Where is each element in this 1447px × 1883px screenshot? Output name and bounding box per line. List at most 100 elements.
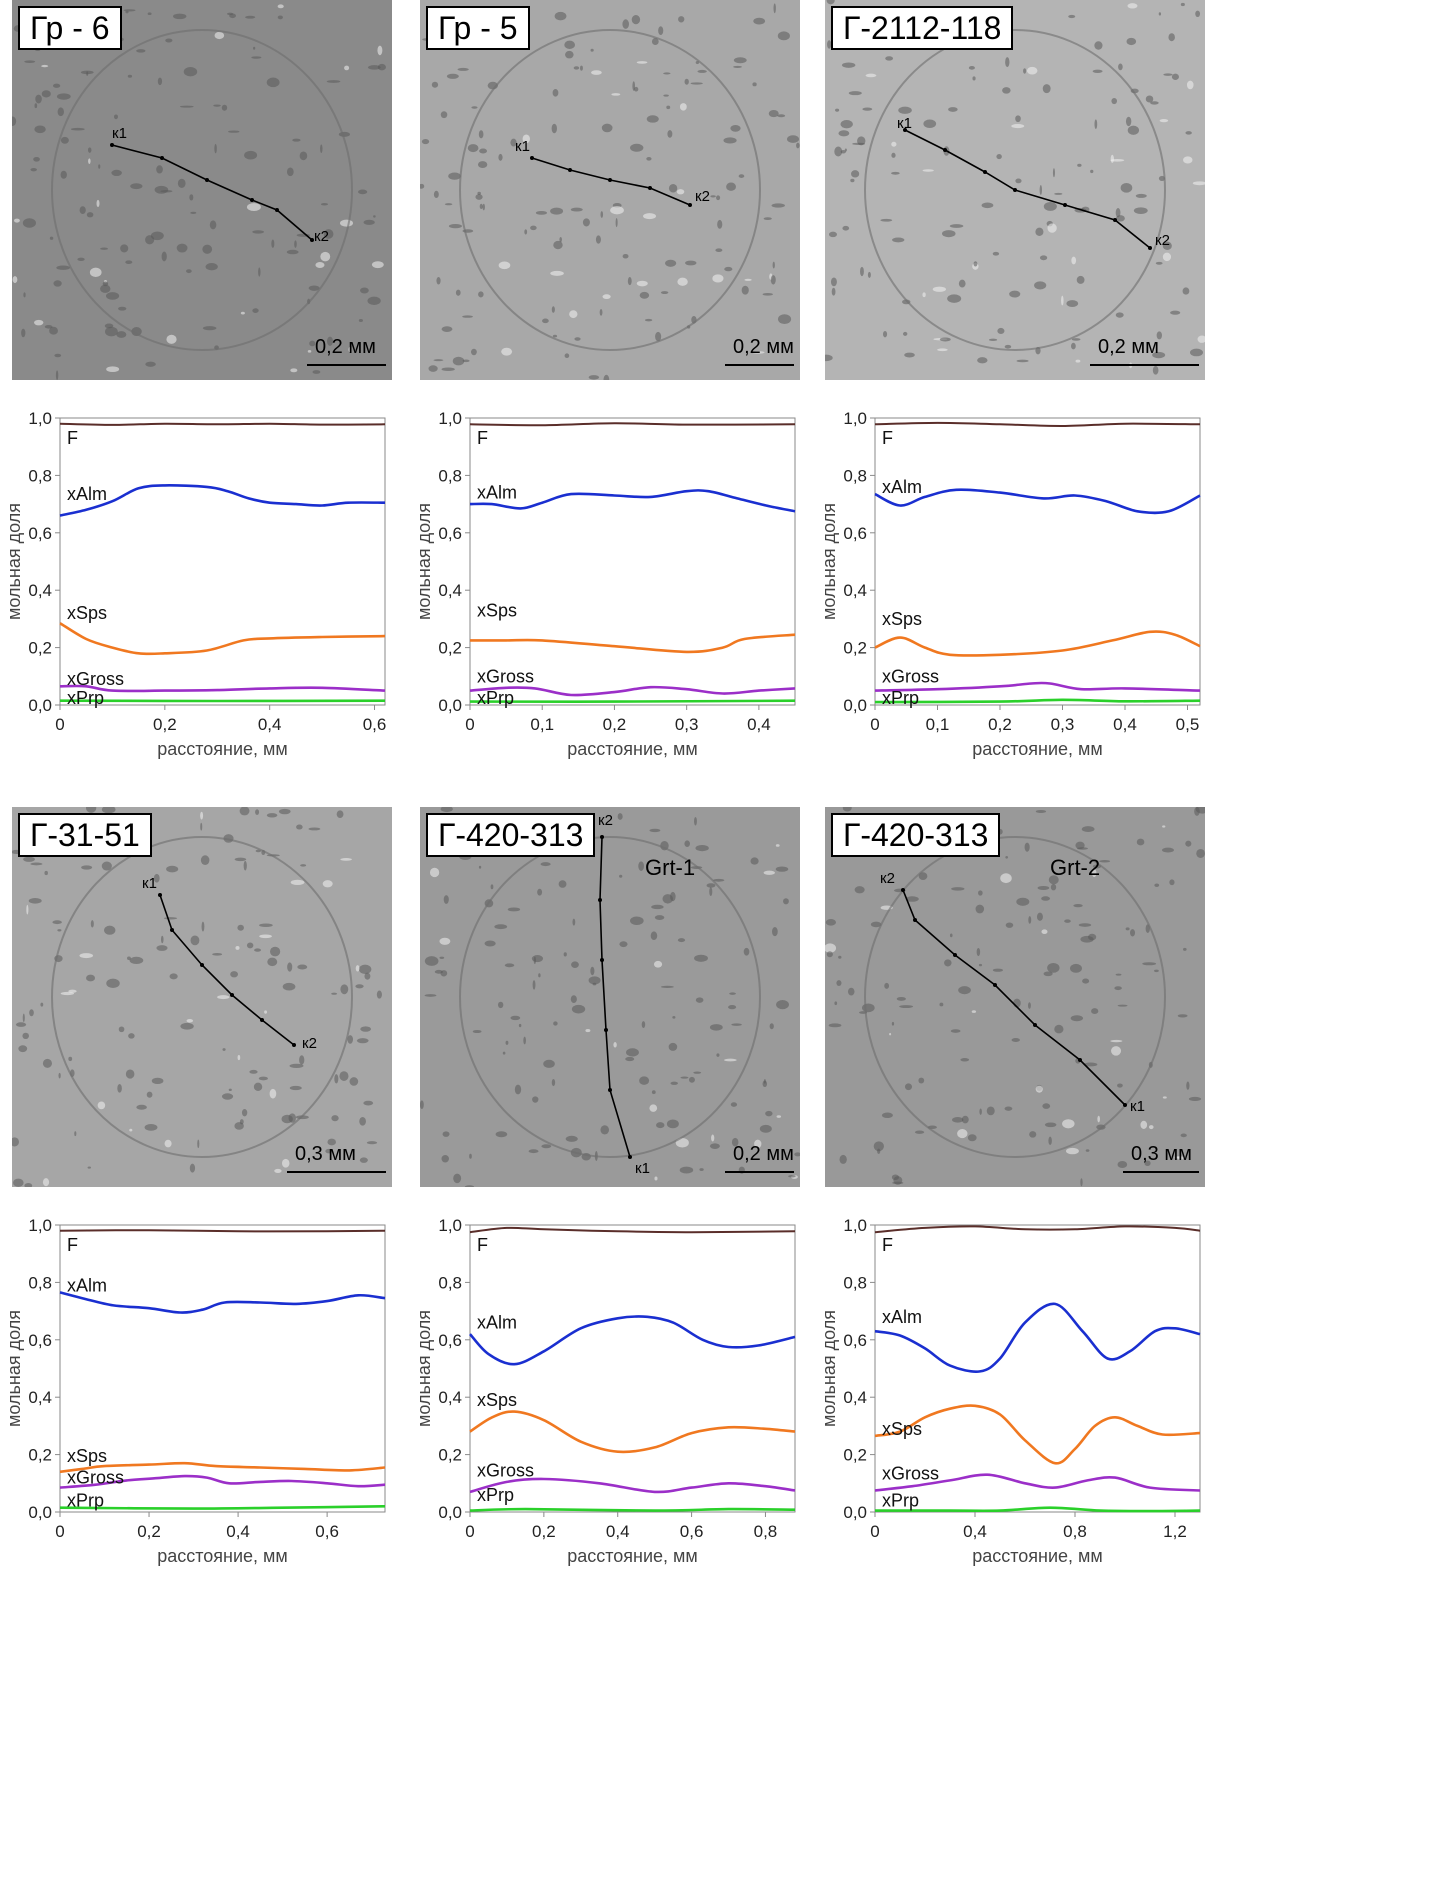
mineral-inclusion bbox=[131, 327, 142, 337]
mineral-inclusion bbox=[166, 334, 177, 344]
mineral-inclusion bbox=[424, 994, 437, 997]
mineral-inclusion bbox=[518, 1023, 522, 1028]
mineral-inclusion bbox=[1023, 68, 1027, 74]
mineral-inclusion bbox=[569, 310, 578, 319]
profile-chart-gr5: 0,0 0,2 0,4 0,6 0,8 1,0 0 0,1 0,2 0,3 0,4 расстояни… bbox=[410, 400, 810, 770]
mineral-inclusion bbox=[752, 82, 757, 87]
mineral-inclusion bbox=[299, 1055, 305, 1065]
mineral-inclusion bbox=[1111, 1046, 1122, 1056]
mineral-inclusion bbox=[177, 178, 186, 188]
series-label-f: F bbox=[882, 1235, 893, 1255]
mineral-inclusion bbox=[245, 15, 256, 19]
mineral-inclusion bbox=[1180, 1133, 1187, 1138]
mineral-inclusion bbox=[1169, 879, 1175, 886]
mineral-inclusion bbox=[1029, 1131, 1037, 1138]
mineral-inclusion bbox=[166, 865, 179, 873]
mineral-inclusion bbox=[750, 857, 759, 865]
x-tick-label: 0,4 bbox=[747, 715, 771, 734]
mineral-inclusion bbox=[286, 167, 294, 177]
garnet-grain-outline bbox=[51, 836, 353, 1158]
analysis-point bbox=[600, 835, 604, 839]
mineral-inclusion bbox=[156, 945, 168, 951]
x-axis-label: расстояние, мм bbox=[157, 739, 288, 759]
mineral-inclusion bbox=[914, 1130, 925, 1134]
mineral-inclusion bbox=[510, 1015, 521, 1021]
scale-label: 0,3 мм bbox=[1131, 1143, 1192, 1165]
mineral-inclusion bbox=[453, 1173, 462, 1184]
bse-texture bbox=[420, 807, 800, 1187]
mineral-inclusion bbox=[530, 225, 537, 231]
mineral-inclusion bbox=[881, 1112, 893, 1119]
mineral-inclusion bbox=[484, 940, 496, 947]
mineral-inclusion bbox=[482, 203, 485, 211]
x-tick-label: 1,2 bbox=[1163, 1522, 1187, 1541]
mineral-inclusion bbox=[294, 240, 297, 248]
mineral-inclusion bbox=[1152, 365, 1159, 375]
x-tick-label: 0,4 bbox=[1113, 715, 1137, 734]
mineral-inclusion bbox=[129, 1128, 133, 1132]
mineral-inclusion bbox=[282, 982, 296, 991]
mineral-inclusion bbox=[828, 231, 837, 238]
mineral-inclusion bbox=[77, 257, 85, 262]
mineral-inclusion bbox=[246, 203, 261, 212]
mineral-inclusion bbox=[1135, 193, 1147, 198]
mineral-inclusion bbox=[619, 874, 623, 878]
mineral-inclusion bbox=[976, 947, 981, 957]
mineral-inclusion bbox=[1177, 1014, 1188, 1018]
bse-texture bbox=[825, 0, 1205, 375]
mineral-inclusion bbox=[234, 857, 247, 862]
mineral-inclusion bbox=[464, 1185, 475, 1187]
mineral-inclusion bbox=[164, 1139, 172, 1148]
mineral-inclusion bbox=[22, 1013, 25, 1023]
mineral-inclusion bbox=[1144, 1160, 1151, 1167]
bse-texture bbox=[12, 807, 386, 1187]
profile-start-label: к1 bbox=[112, 125, 127, 142]
mineral-inclusion bbox=[156, 165, 163, 174]
series-label-xprp: xPrp bbox=[477, 688, 514, 708]
mineral-inclusion bbox=[367, 65, 381, 70]
mineral-inclusion bbox=[600, 1125, 610, 1135]
mineral-inclusion bbox=[296, 824, 303, 830]
mineral-inclusion bbox=[371, 261, 384, 269]
mineral-inclusion bbox=[992, 251, 1000, 256]
mineral-inclusion bbox=[884, 982, 890, 989]
series-line-xsps bbox=[59, 622, 386, 656]
mineral-inclusion bbox=[60, 991, 75, 996]
mineral-inclusion bbox=[288, 1113, 296, 1123]
mineral-inclusion bbox=[1094, 119, 1098, 130]
analysis-point bbox=[158, 893, 162, 897]
mineral-inclusion bbox=[754, 1139, 762, 1149]
series-label-f: F bbox=[882, 428, 893, 448]
mineral-inclusion bbox=[214, 31, 225, 40]
mineral-inclusion bbox=[588, 375, 600, 380]
mineral-inclusion bbox=[1047, 962, 1060, 973]
mineral-inclusion bbox=[1039, 255, 1048, 261]
mineral-inclusion bbox=[1130, 929, 1136, 937]
mineral-inclusion bbox=[1071, 256, 1077, 265]
mineral-inclusion bbox=[896, 996, 906, 1001]
mineral-inclusion bbox=[154, 185, 169, 194]
series-line-xsps bbox=[59, 1461, 386, 1474]
mineral-inclusion bbox=[1082, 978, 1090, 984]
mineral-inclusion bbox=[563, 952, 567, 957]
mineral-inclusion bbox=[315, 261, 325, 269]
mineral-inclusion bbox=[680, 1076, 689, 1079]
mineral-inclusion bbox=[572, 918, 576, 926]
mineral-inclusion bbox=[87, 147, 92, 153]
mineral-inclusion bbox=[542, 318, 549, 324]
mineral-inclusion bbox=[639, 1076, 650, 1085]
mineral-inclusion bbox=[626, 1048, 639, 1057]
mineral-inclusion bbox=[52, 920, 62, 925]
mineral-inclusion bbox=[633, 86, 639, 92]
series-line-f bbox=[874, 1225, 1201, 1234]
mineral-inclusion bbox=[677, 277, 688, 286]
mineral-inclusion bbox=[13, 218, 20, 223]
mineral-inclusion bbox=[1133, 207, 1148, 215]
mineral-inclusion bbox=[565, 50, 574, 59]
analysis-point bbox=[292, 1043, 296, 1047]
mineral-inclusion bbox=[34, 319, 44, 326]
mineral-inclusion bbox=[967, 1134, 977, 1142]
x-tick-label: 0,2 bbox=[532, 1522, 556, 1541]
mineral-inclusion bbox=[33, 156, 40, 162]
series-line-xprp bbox=[59, 1505, 386, 1510]
